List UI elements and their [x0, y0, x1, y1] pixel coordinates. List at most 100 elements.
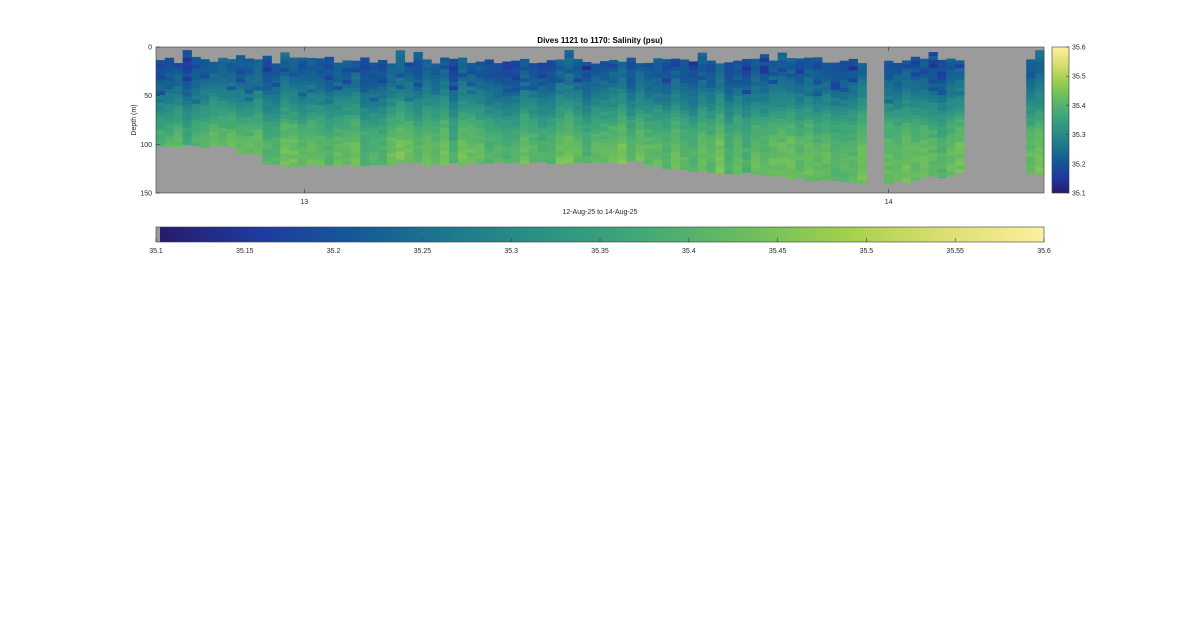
heatmap-cell	[830, 101, 841, 106]
heatmap-cell	[662, 133, 672, 138]
heatmap-cell	[955, 153, 965, 159]
heatmap-cell	[901, 138, 912, 143]
heatmap-cell	[227, 98, 237, 103]
heatmap-cell	[955, 169, 965, 173]
heatmap-cell	[679, 94, 690, 99]
heatmap-cell	[768, 146, 778, 151]
heatmap-cell	[182, 131, 192, 137]
heatmap-cell	[919, 136, 929, 141]
heatmap-cell	[662, 113, 672, 118]
heatmap-column	[280, 52, 290, 167]
heatmap-cell	[466, 90, 477, 95]
heatmap-cell	[750, 156, 761, 161]
heatmap-cell	[955, 130, 965, 135]
heatmap-cell	[280, 134, 290, 139]
heatmap-cell	[564, 65, 574, 70]
heatmap-cell	[333, 159, 343, 165]
heatmap-cell	[164, 88, 175, 94]
heatmap-cell	[440, 57, 450, 62]
heatmap-cell	[1026, 90, 1036, 95]
heatmap-cell	[706, 83, 716, 89]
heatmap-cell	[342, 130, 352, 135]
heatmap-cell	[555, 156, 565, 162]
heatmap-cell	[671, 82, 681, 87]
heatmap-cell	[227, 133, 237, 138]
heatmap-cell	[839, 138, 850, 143]
heatmap-cell	[848, 171, 858, 177]
heatmap-cell	[848, 93, 858, 99]
heatmap-cell	[449, 93, 459, 99]
heatmap-cell	[1026, 71, 1036, 76]
heatmap-cell	[413, 137, 423, 142]
heatmap-cell	[555, 113, 565, 119]
heatmap-cell	[733, 87, 743, 93]
horizontal-colorbar-tick-label: 35.5	[860, 248, 874, 255]
heatmap-cell	[173, 82, 184, 87]
heatmap-cell	[306, 77, 317, 82]
heatmap-cell	[502, 108, 512, 113]
heatmap-cell	[449, 105, 459, 110]
heatmap-cell	[715, 137, 725, 142]
heatmap-cell	[528, 63, 539, 68]
heatmap-cell	[893, 74, 903, 79]
heatmap-cell	[706, 76, 716, 81]
heatmap-cell	[777, 161, 787, 166]
heatmap-cell	[555, 117, 565, 123]
heatmap-cell	[1035, 61, 1045, 67]
heatmap-cell	[457, 77, 468, 82]
heatmap-column	[635, 63, 645, 162]
heatmap-cell	[298, 73, 308, 78]
heatmap-column	[315, 58, 326, 167]
heatmap-cell	[360, 115, 370, 121]
heatmap-cell	[546, 71, 556, 77]
heatmap-cell	[857, 140, 867, 146]
heatmap-column	[209, 61, 219, 147]
heatmap-cell	[413, 125, 423, 131]
heatmap-cell	[404, 136, 414, 141]
heatmap-cell	[449, 109, 459, 114]
heatmap-column	[351, 60, 361, 167]
heatmap-cell	[1026, 152, 1036, 158]
heatmap-cell	[893, 78, 903, 83]
heatmap-cell	[591, 114, 601, 119]
heatmap-cell	[795, 120, 805, 126]
heatmap-cell	[884, 119, 894, 124]
heatmap-cell	[600, 76, 610, 81]
heatmap-cell	[706, 72, 716, 77]
heatmap-cell	[742, 129, 752, 134]
heatmap-cell	[324, 158, 334, 163]
heatmap-cell	[555, 152, 565, 158]
heatmap-cell	[786, 100, 796, 106]
heatmap-cell	[440, 88, 450, 94]
heatmap-cell	[742, 148, 752, 153]
heatmap-cell	[937, 157, 947, 162]
heatmap-cell	[386, 106, 397, 111]
heatmap-cell	[209, 143, 219, 147]
heatmap-cell	[919, 121, 929, 126]
heatmap-cell	[528, 152, 539, 158]
heatmap-cell	[457, 151, 468, 156]
heatmap-cell	[315, 136, 326, 141]
heatmap-cell	[742, 152, 752, 157]
heatmap-cell	[555, 145, 565, 150]
heatmap-cell	[928, 110, 938, 115]
heatmap-cell	[342, 75, 352, 81]
heatmap-cell	[404, 116, 414, 122]
heatmap-cell	[697, 165, 707, 170]
heatmap-cell	[493, 152, 503, 157]
heatmap-cell	[475, 158, 485, 164]
heatmap-cell	[679, 110, 690, 115]
heatmap-cell	[688, 65, 699, 70]
heatmap-cell	[440, 112, 450, 117]
heatmap-cell	[306, 128, 317, 133]
heatmap-cell	[857, 117, 867, 122]
heatmap-cell	[466, 66, 477, 72]
heatmap-cell	[173, 101, 184, 107]
heatmap-cell	[404, 74, 414, 79]
heatmap-cell	[395, 143, 406, 148]
heatmap-cell	[511, 64, 521, 69]
heatmap-cell	[528, 125, 539, 130]
heatmap-cell	[697, 91, 707, 96]
heatmap-cell	[333, 62, 343, 67]
heatmap-column	[742, 58, 752, 174]
